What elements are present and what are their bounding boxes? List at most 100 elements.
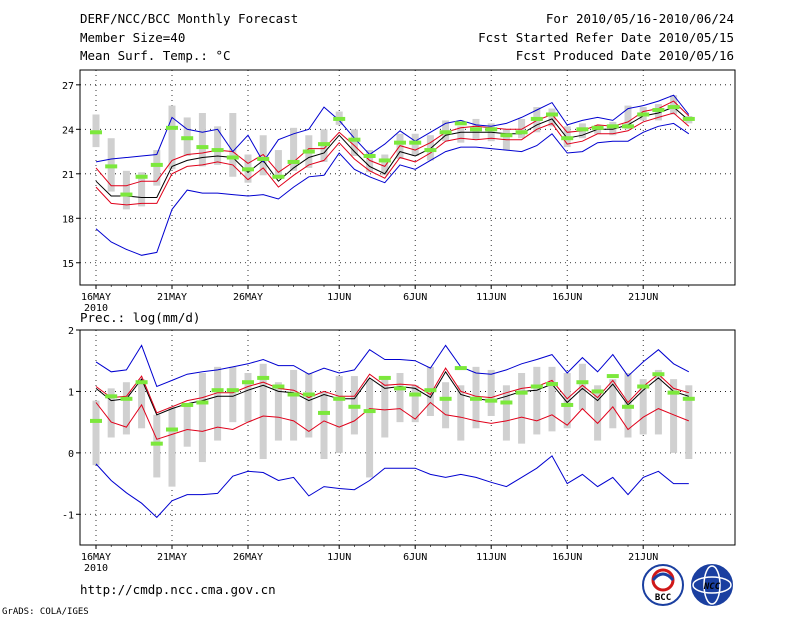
plot-frame (79, 329, 736, 546)
ensemble-box (229, 366, 237, 423)
member-marker (378, 375, 391, 380)
ensemble-box (214, 126, 222, 165)
member-marker (150, 441, 163, 446)
member-marker (211, 388, 224, 393)
member-marker (302, 392, 315, 397)
member-marker (500, 133, 513, 138)
member-marker (242, 167, 254, 172)
ensemble-box (381, 376, 389, 438)
x-tick-label: 16JUN (552, 552, 582, 563)
series-line-p10 (95, 112, 690, 206)
series-line-p90 (95, 401, 689, 440)
ensemble-box (457, 126, 465, 143)
x-tick-label: 16MAY (81, 552, 111, 563)
member-marker (287, 392, 300, 397)
ensemble-box (426, 135, 434, 161)
y-tick-label: 24 (62, 125, 74, 136)
ncc-logo-text: NCC (703, 582, 721, 592)
member-marker (637, 112, 650, 117)
ensemble-box (153, 414, 161, 478)
member-marker (424, 388, 437, 393)
member-marker (333, 396, 346, 401)
ensemble-box (168, 105, 176, 170)
ensemble-box (198, 373, 206, 463)
member-marker (667, 390, 680, 395)
member-marker (454, 121, 467, 126)
member-marker (90, 418, 102, 423)
x-tick-label: 1JUN (327, 552, 351, 563)
ensemble-box (274, 150, 282, 179)
ensemble-box (92, 400, 100, 466)
ensemble-box (639, 379, 647, 435)
ensemble-box (609, 121, 617, 136)
member-marker (394, 386, 406, 391)
ensemble-box (548, 366, 556, 432)
ensemble-box (518, 118, 526, 139)
member-marker (622, 124, 634, 129)
ensemble-box (290, 369, 298, 441)
ensemble-box (138, 172, 146, 207)
ensemble-box (366, 379, 374, 478)
member-marker (348, 404, 361, 409)
member-marker (576, 127, 589, 132)
member-marker (120, 192, 133, 197)
x-tick-label: 21MAY (157, 292, 187, 303)
member-marker (546, 382, 558, 387)
ensemble-box (670, 379, 678, 453)
x-tick-label: 6JUN (403, 552, 427, 563)
member-marker (409, 392, 422, 397)
y-tick-label: 21 (62, 170, 74, 181)
x-tick-label: 16MAY (81, 292, 111, 303)
forecast-period: For 2010/05/16-2010/06/24 (546, 11, 734, 26)
plot-frame (79, 69, 736, 286)
ensemble-box (609, 379, 617, 429)
ensemble-box (305, 373, 313, 438)
member-marker (470, 396, 482, 401)
ensemble-box (518, 373, 526, 444)
member-marker (500, 400, 513, 405)
ensemble-box (350, 129, 358, 156)
series-line-min (95, 94, 690, 163)
member-marker (135, 174, 148, 179)
y-tick-label: 0 (68, 449, 74, 460)
member-marker (166, 125, 178, 130)
series-line-max (95, 122, 690, 256)
member-marker (606, 374, 619, 379)
member-marker (409, 140, 422, 145)
member-marker (363, 409, 376, 414)
member-marker (652, 372, 665, 377)
member-marker (318, 410, 330, 415)
y-tick-label: 27 (62, 81, 74, 92)
member-marker (90, 130, 102, 135)
ensemble-box (153, 150, 161, 186)
member-marker (454, 366, 467, 371)
member-marker (272, 174, 285, 179)
member-marker (166, 427, 178, 432)
ensemble-box (122, 382, 130, 435)
member-marker (576, 380, 589, 385)
member-marker (515, 390, 528, 395)
bcc-logo: BCC (642, 564, 684, 606)
ensemble-box (366, 150, 374, 173)
y-tick-label: 15 (62, 259, 74, 270)
member-marker (120, 396, 133, 401)
ensemble-box (122, 170, 130, 210)
start-date: Fcst Started Refer Date 2010/05/15 (478, 30, 734, 45)
x-tick-label: 6JUN (403, 292, 427, 303)
ensemble-box (594, 385, 602, 441)
member-marker (363, 154, 376, 158)
member-marker (196, 400, 209, 405)
member-marker (667, 105, 680, 110)
ensemble-box (198, 113, 206, 167)
ensemble-box (670, 95, 678, 115)
member-marker (135, 380, 148, 385)
member-marker (622, 404, 634, 409)
member-marker (682, 116, 695, 121)
member-marker (439, 130, 452, 135)
ensemble-box (138, 379, 146, 429)
ensemble-box (685, 385, 693, 459)
member-marker (485, 127, 498, 132)
member-marker (272, 384, 285, 389)
